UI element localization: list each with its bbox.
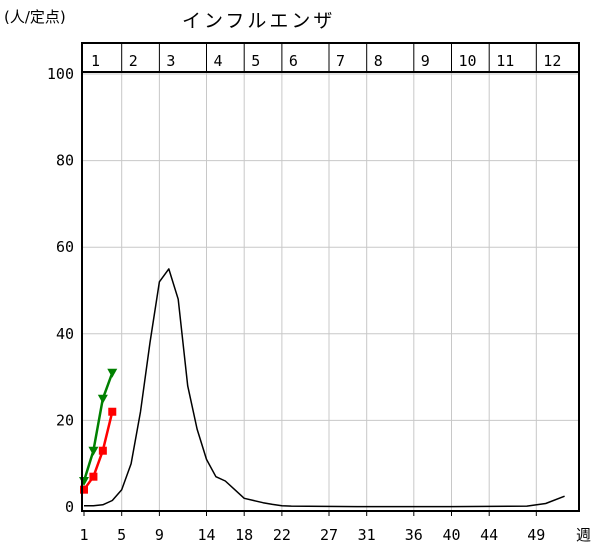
series-line-1: [82, 372, 114, 482]
month-label: 4: [214, 52, 223, 70]
x-tick-label: 5: [117, 526, 126, 544]
y-tick-label: 40: [56, 325, 74, 343]
x-tick-label: 49: [527, 526, 545, 544]
plot-background: [82, 43, 579, 511]
x-tick-label: 1: [79, 526, 88, 544]
month-label: 10: [459, 52, 477, 70]
month-label: 7: [336, 52, 345, 70]
data-point: [97, 394, 108, 404]
plot-frame: [81, 42, 580, 512]
series-line-0: [84, 268, 565, 508]
month-band: 1 2 3 4 5 6 7 8 9 10 11 12: [82, 43, 579, 73]
series-line-2: [82, 411, 114, 491]
data-point: [88, 446, 99, 456]
data-point: [107, 368, 118, 378]
chart-title: インフルエンザ: [182, 10, 335, 32]
x-tick-label: 44: [480, 526, 498, 544]
month-label: 12: [543, 52, 561, 70]
month-label: 1: [91, 52, 100, 70]
y-tick-label: 20: [56, 411, 74, 429]
month-label: 9: [421, 52, 430, 70]
y-tick-label: 100: [47, 65, 74, 83]
data-point: [89, 472, 98, 481]
x-tick-label: 18: [235, 526, 253, 544]
y-tick-label: 0: [65, 498, 74, 516]
data-point: [80, 485, 88, 494]
x-axis-unit-label: 週: [576, 526, 591, 544]
y-tick-label: 60: [56, 238, 74, 256]
month-label: 5: [251, 52, 260, 70]
data-point: [108, 407, 117, 416]
month-label: 3: [166, 52, 175, 70]
month-label: 2: [129, 52, 138, 70]
month-label: 11: [496, 52, 514, 70]
y-tick-label: 80: [56, 152, 74, 170]
data-point: [98, 446, 107, 455]
x-tick-label: 40: [442, 526, 460, 544]
x-tick-label: 9: [155, 526, 164, 544]
y-axis: 0 20 40 60 80 100: [47, 65, 74, 516]
y-axis-unit-label: (人/定点): [4, 8, 66, 26]
x-tick-label: 22: [273, 526, 291, 544]
x-tick-label: 14: [197, 526, 215, 544]
x-tick-label: 27: [320, 526, 338, 544]
x-tick-label: 31: [358, 526, 376, 544]
month-label: 6: [289, 52, 298, 70]
grid: [82, 72, 579, 511]
x-axis: 1 5 9 14 18 22 27 31 36 40 44 49: [79, 511, 545, 544]
month-label: 8: [374, 52, 383, 70]
x-tick-label: 36: [405, 526, 423, 544]
